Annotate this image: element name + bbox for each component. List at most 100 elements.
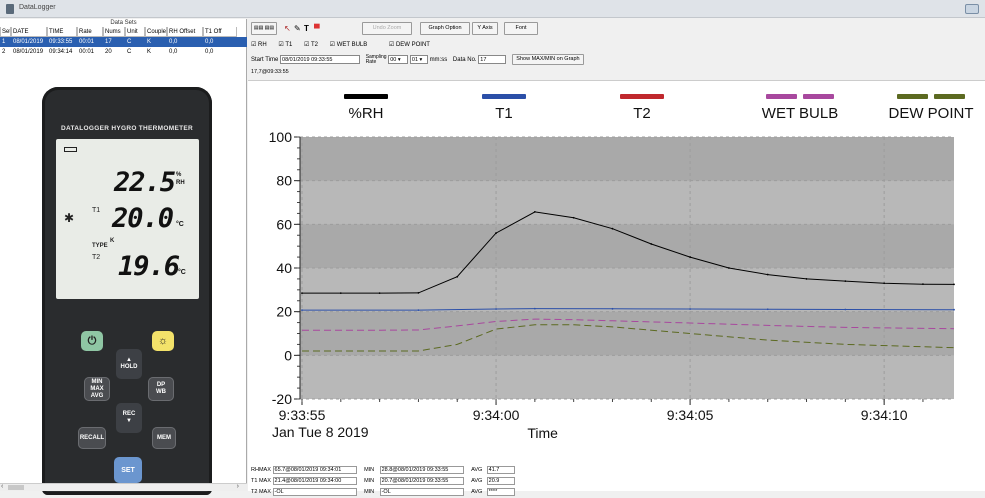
col-header[interactable]: TIME — [47, 27, 77, 37]
stat-max-value: 65.7@08/01/2019 09:34:01 — [272, 466, 357, 474]
col-header[interactable]: T1 Off — [203, 27, 237, 37]
data-point — [417, 291, 420, 294]
rec-label: REC — [122, 411, 136, 417]
stat-max-value: -OL — [272, 488, 357, 496]
data-point — [766, 308, 769, 311]
wb-label: WB — [156, 389, 166, 395]
scroll-thumb[interactable] — [8, 485, 24, 490]
legend-swatch — [344, 94, 388, 99]
dp-wb-button[interactable]: DP WB — [148, 377, 174, 401]
cell: 17 — [105, 39, 112, 45]
grid-band — [300, 311, 954, 356]
left-panel: Data Sets Set DATE TIME Rate Nums Unit C… — [0, 19, 247, 495]
restore-button[interactable] — [965, 4, 979, 14]
data-point — [417, 309, 420, 312]
series-toggles: ☑ RH ☑ T1 ☑ T2 ☑ WET BULB ☑ DEW POINT — [251, 41, 440, 48]
col-header[interactable]: Couple — [145, 27, 167, 37]
cell: 09:33:55 — [49, 39, 73, 45]
col-header[interactable]: Rate — [77, 27, 103, 37]
show-max-min-button[interactable]: Show MAX/MIN on Graph — [511, 54, 584, 65]
view-mode-button[interactable]: ▤▤ ▤▤ — [251, 22, 277, 35]
font-button[interactable]: Font — [504, 22, 538, 35]
grid-band — [300, 224, 954, 268]
data-point — [339, 292, 342, 295]
start-time-label: Start Time — [251, 57, 279, 64]
legend-label: DEW POINT — [889, 105, 974, 122]
t1-unit: °C — [176, 221, 184, 228]
cursor-icon[interactable]: ↖ — [284, 24, 291, 33]
recall-button[interactable]: RECALL — [78, 427, 106, 449]
cell: 2 — [2, 49, 6, 55]
data-point — [378, 292, 381, 295]
up-arrow-icon: ▲ — [126, 357, 132, 363]
data-point — [844, 308, 847, 311]
cell: 0,0 — [169, 49, 178, 55]
t1-label: T1 — [92, 207, 101, 214]
dew-point-checkbox[interactable]: ☑ DEW POINT — [388, 42, 430, 48]
stat-max-label: T1 MAX — [251, 478, 271, 485]
table-row[interactable]: 1 08/01/2019 09:33:55 00:01 17 C K 0,0 0… — [0, 37, 247, 47]
legend-label: %RH — [348, 105, 383, 122]
col-header[interactable]: DATE — [11, 27, 47, 37]
chart-area[interactable]: -20 0 20 40 60 80 100 9:33:55 9:34:00 9:34:05 9:34… — [248, 80, 985, 452]
stat-max-label: RHMAX — [251, 467, 271, 474]
wet-bulb-checkbox[interactable]: ☑ WET BULB — [329, 42, 368, 48]
wet-bulb-toggle-label: WET BULB — [336, 42, 368, 48]
data-no-input[interactable]: 17 — [478, 55, 507, 64]
hold-button[interactable]: ▲ HOLD — [116, 349, 142, 379]
rh-unit-rh: RH — [176, 180, 185, 186]
stat-avg-value: 20.9 — [486, 477, 515, 485]
rh-unit-percent: % — [176, 172, 182, 178]
graph-option-button[interactable]: Graph Option — [420, 22, 470, 35]
cell: 20 — [105, 49, 112, 55]
rate-label: Rate — [365, 58, 377, 65]
stat-row-t1: T1 MAX 21.4@08/01/2019 09:34:00 MIN 20.7… — [251, 477, 515, 487]
line-chart[interactable]: -20 0 20 40 60 80 100 9:33:55 9:34:00 9:34:05 9:34… — [248, 81, 985, 453]
mem-button[interactable]: MEM — [152, 427, 176, 449]
set-button[interactable]: SET — [114, 457, 142, 483]
stat-min-label: MIN — [364, 467, 375, 474]
rh-checkbox[interactable]: ☑ RH — [251, 42, 267, 48]
color-icon[interactable]: ▀ — [314, 24, 320, 33]
legend-swatch — [482, 94, 526, 99]
t2-checkbox[interactable]: ☑ T2 — [304, 42, 318, 48]
min-max-avg-button[interactable]: MIN MAX AVG — [84, 377, 110, 401]
col-header[interactable]: RH Offset — [167, 27, 203, 37]
t1-checkbox[interactable]: ☑ T1 — [278, 42, 293, 48]
table-row[interactable]: 2 08/01/2019 09:34:14 00:01 20 C K 0,0 0… — [0, 47, 247, 57]
data-point — [650, 243, 653, 245]
date-label: Jan Tue 8 2019 — [272, 424, 369, 440]
stat-avg-value: **** — [486, 488, 515, 496]
power-button[interactable]: ⏻ — [81, 331, 103, 351]
rec-button[interactable]: REC ▼ — [116, 403, 142, 433]
data-point — [611, 227, 614, 230]
data-point — [883, 282, 886, 285]
text-icon[interactable]: T — [304, 24, 309, 33]
start-time-input[interactable]: 08/01/2019 09:33:55 — [280, 55, 361, 64]
device-title: DATALOGGER HYGRO THERMOMETER — [60, 125, 194, 132]
scroll-left-icon[interactable]: ‹ — [1, 483, 4, 490]
cell: 0,0 — [169, 39, 178, 45]
sampling-sec-select[interactable]: 01 ▾ — [409, 55, 428, 64]
data-sets-caption: Data Sets — [110, 20, 137, 26]
stat-min-label: MIN — [364, 478, 375, 485]
undo-zoom-button[interactable]: Undo Zoom — [362, 22, 412, 35]
y-tick-label: 80 — [276, 173, 292, 189]
cell: 0,0 — [205, 49, 214, 55]
col-header[interactable]: Unit — [125, 27, 145, 37]
col-header[interactable]: Set — [0, 27, 11, 37]
legend-label: T2 — [633, 105, 651, 122]
col-header[interactable]: Nums — [103, 27, 125, 37]
scroll-right-icon[interactable]: › — [236, 483, 239, 490]
stat-min-value: 20.7@08/01/2019 09:33:55 — [379, 477, 464, 485]
y-axis-button[interactable]: Y Axis — [472, 22, 498, 35]
cursor-readout: 17,7@09:33:55 — [251, 69, 289, 75]
sampling-min-select[interactable]: 00 ▾ — [388, 55, 409, 64]
legend-swatch — [897, 94, 928, 99]
data-point — [533, 307, 536, 310]
data-point — [953, 308, 955, 311]
backlight-button[interactable]: ☼ — [152, 331, 174, 351]
stat-min-label: MIN — [364, 489, 375, 496]
horizontal-scrollbar[interactable]: ‹ › — [0, 483, 247, 491]
marker-icon[interactable]: ✎ — [294, 24, 301, 33]
